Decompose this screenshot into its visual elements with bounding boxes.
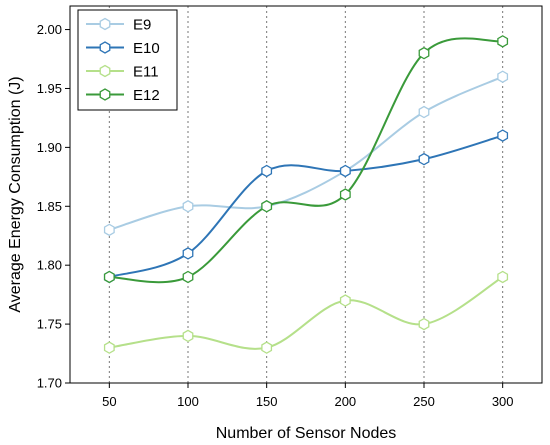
y-tick-label-0: 1.70 [37,376,62,391]
legend-label-e9: E9 [133,17,151,34]
point-e12-300 [497,35,509,48]
legend-swatch-marker-e9 [99,17,111,31]
point-e10-300 [497,129,509,142]
y-tick-label-4: 1.90 [37,140,62,155]
legend-item-e9: E9 [86,17,151,34]
point-e10-100 [182,247,194,260]
point-e11-300 [497,270,509,284]
point-e12-250 [418,46,430,60]
series-e11 [103,270,509,354]
y-tick-label-1: 1.75 [37,317,62,332]
x-tick-label-3: 200 [334,394,356,409]
point-e12-50 [103,270,115,284]
series-line-e9 [109,75,504,231]
x-tick-label-0: 50 [102,394,116,409]
y-tick-label-5: 1.95 [37,81,62,96]
point-e11-100 [182,329,194,343]
point-e12-100 [182,270,194,284]
legend-box [77,9,178,111]
point-e11-150 [261,341,273,354]
point-e10-250 [418,152,430,166]
point-e9-50 [103,223,115,237]
point-e12-200 [339,188,351,201]
point-e9-100 [182,200,194,213]
x-tick-label-2: 150 [256,394,278,409]
x-tick-label-4: 250 [413,394,435,409]
legend-label-e10: E10 [133,40,160,57]
series-e12 [103,35,509,284]
series-line-e10 [109,134,503,278]
legend-swatch-marker-e11 [99,64,111,78]
legend-item-e10: E10 [86,40,160,57]
point-e10-150 [261,164,273,178]
legend-swatch-marker-e12 [99,88,111,101]
y-tick-label-6: 2.00 [37,22,62,37]
point-e9-250 [418,105,430,119]
point-e11-50 [103,341,115,354]
legend-swatch-marker-e10 [99,41,111,54]
axis-ticks: 50 100 150 200 250 300 1.70 1.75 1.80 1.85 1.90 1.9… [37,22,514,409]
point-e12-150 [261,200,273,213]
plot-frame [69,5,543,384]
y-axis-label: Average Energy Consumption (J) [7,76,24,312]
legend: E9 E10 E11 E12 [77,9,178,111]
series-e10 [103,129,509,284]
y-tick-label-2: 1.80 [37,258,62,273]
point-e10-200 [339,164,351,178]
legend-item-e12: E12 [86,87,160,104]
x-axis-label: Number of Sensor Nodes [216,425,397,442]
series-line-e11 [109,276,504,350]
legend-label-e12: E12 [133,87,160,104]
point-e9-300 [497,70,509,83]
x-tick-label-1: 100 [177,394,199,409]
series-layer [103,35,509,354]
point-e11-200 [339,294,351,307]
point-e11-250 [418,317,430,331]
legend-label-e11: E11 [133,64,159,81]
legend-item-e11: E11 [86,64,159,81]
x-tick-label-5: 300 [492,394,514,409]
y-tick-label-3: 1.85 [37,199,62,214]
